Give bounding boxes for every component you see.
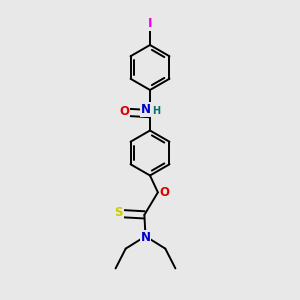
Text: O: O [160, 186, 170, 199]
Text: H: H [152, 106, 160, 116]
Text: N: N [140, 231, 151, 244]
Text: O: O [119, 105, 129, 118]
Text: N: N [141, 103, 151, 116]
Text: I: I [148, 17, 152, 30]
Text: S: S [115, 206, 123, 219]
